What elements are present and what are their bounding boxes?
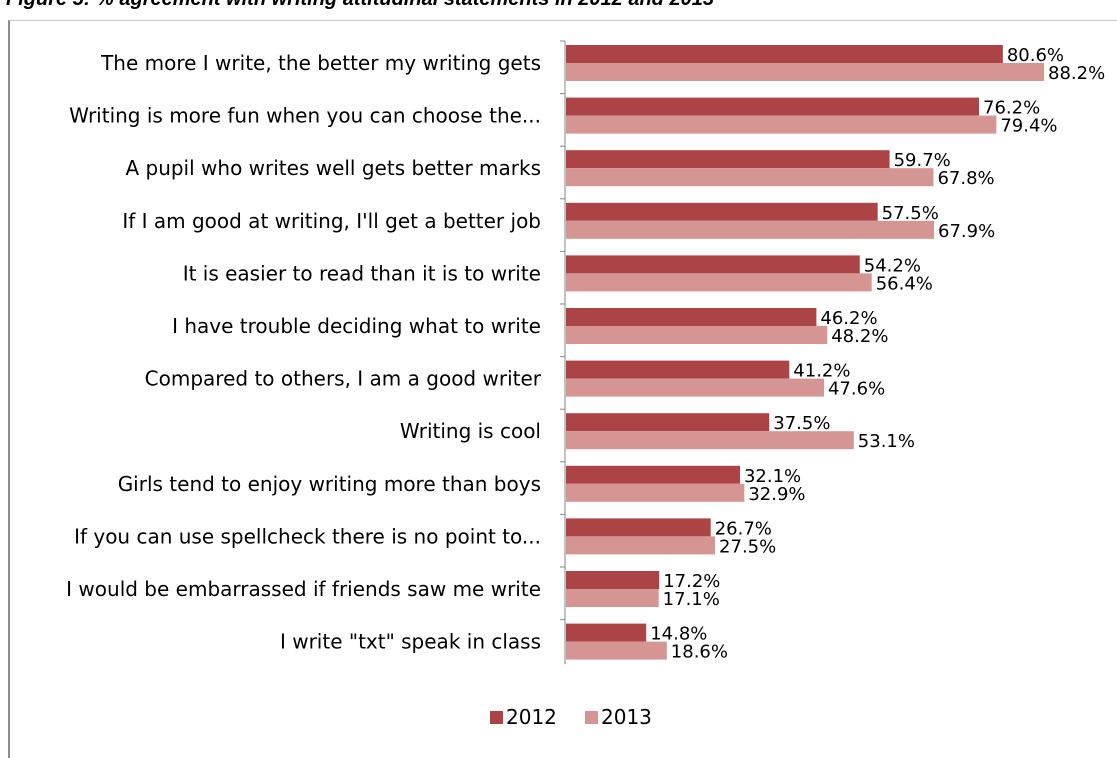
data-label-2012-7: 37.5% — [773, 413, 830, 434]
data-label-2013-0: 88.2% — [1048, 63, 1105, 84]
data-label-2013-5: 48.2% — [831, 326, 888, 347]
bar-2012-3 — [566, 202, 878, 221]
category-label: The more I write, the better my writing … — [100, 51, 541, 75]
data-label-2012-6: 41.2% — [793, 361, 850, 382]
bar-2013-8 — [566, 483, 745, 502]
legend-label-2013: 2013 — [601, 705, 652, 729]
bar-2013-2 — [566, 168, 934, 187]
data-label-2012-9: 26.7% — [715, 518, 772, 539]
category-label: Compared to others, I am a good writer — [145, 367, 542, 391]
bar-2012-2 — [566, 150, 890, 169]
bar-2012-9 — [566, 518, 711, 537]
chart-frame — [8, 20, 1117, 758]
bar-2013-3 — [566, 220, 935, 239]
data-label-2013-3: 67.9% — [938, 221, 995, 242]
category-label: I have trouble deciding what to write — [172, 314, 541, 338]
bar-2012-7 — [566, 413, 770, 432]
bar-2013-1 — [566, 115, 997, 134]
data-label-2012-0: 80.6% — [1007, 45, 1064, 66]
bar-2013-0 — [566, 63, 1045, 81]
category-label: I would be embarrassed if friends saw me… — [66, 577, 541, 601]
category-label: If you can use spellcheck there is no po… — [74, 524, 541, 548]
bar-2012-5 — [566, 308, 817, 326]
data-label-2013-11: 18.6% — [671, 642, 728, 663]
bar-2012-8 — [566, 465, 740, 484]
data-label-2012-3: 57.5% — [882, 203, 939, 224]
plot-area: The more I write, the better my writing … — [66, 40, 1105, 665]
bar-2012-4 — [566, 255, 860, 274]
data-label-2012-2: 59.7% — [894, 150, 951, 171]
chart-title: Figure 5: % agreement with writing attit… — [6, 0, 714, 11]
bar-2013-6 — [566, 378, 824, 397]
category-label: Writing is cool — [400, 419, 541, 443]
category-label: If I am good at writing, I'll get a bett… — [122, 209, 541, 233]
legend: 2012 2013 — [490, 705, 652, 729]
data-label-2012-8: 32.1% — [744, 466, 801, 487]
legend-label-2012: 2012 — [506, 705, 557, 729]
category-label: A pupil who writes well gets better mark… — [125, 156, 541, 180]
data-label-2012-11: 14.8% — [650, 624, 707, 645]
data-label-2013-9: 27.5% — [719, 536, 776, 557]
category-label: It is easier to read than it is to write — [183, 261, 541, 285]
data-label-2012-5: 46.2% — [820, 308, 877, 329]
bar-2012-10 — [566, 571, 660, 589]
bar-2012-0 — [566, 45, 1003, 63]
bar-2013-4 — [566, 273, 872, 292]
data-label-2013-8: 32.9% — [748, 484, 805, 505]
category-label: I write "txt" speak in class — [280, 630, 541, 654]
bar-2012-1 — [566, 97, 980, 116]
data-label-2013-2: 67.8% — [937, 168, 994, 189]
data-label-2013-6: 47.6% — [828, 379, 885, 400]
bar-2012-6 — [566, 360, 790, 379]
bar-2013-9 — [566, 536, 716, 555]
category-label: Writing is more fun when you can choose … — [69, 104, 541, 128]
data-label-2013-10: 17.1% — [663, 589, 720, 610]
data-label-2013-7: 53.1% — [858, 431, 915, 452]
bar-2013-7 — [566, 431, 854, 450]
data-label-2012-4: 54.2% — [864, 255, 921, 276]
category-label: Girls tend to enjoy writing more than bo… — [118, 472, 541, 496]
data-label-2012-1: 76.2% — [983, 98, 1040, 119]
legend-swatch-2012 — [490, 711, 503, 724]
bar-2013-5 — [566, 326, 828, 344]
legend-swatch-2013 — [585, 711, 598, 724]
bar-2012-11 — [566, 623, 647, 642]
bar-2013-11 — [566, 641, 667, 660]
data-label-2012-10: 17.2% — [663, 571, 720, 592]
bar-2013-10 — [566, 589, 659, 607]
data-label-2013-4: 56.4% — [876, 273, 933, 294]
data-label-2013-1: 79.4% — [1000, 116, 1057, 137]
